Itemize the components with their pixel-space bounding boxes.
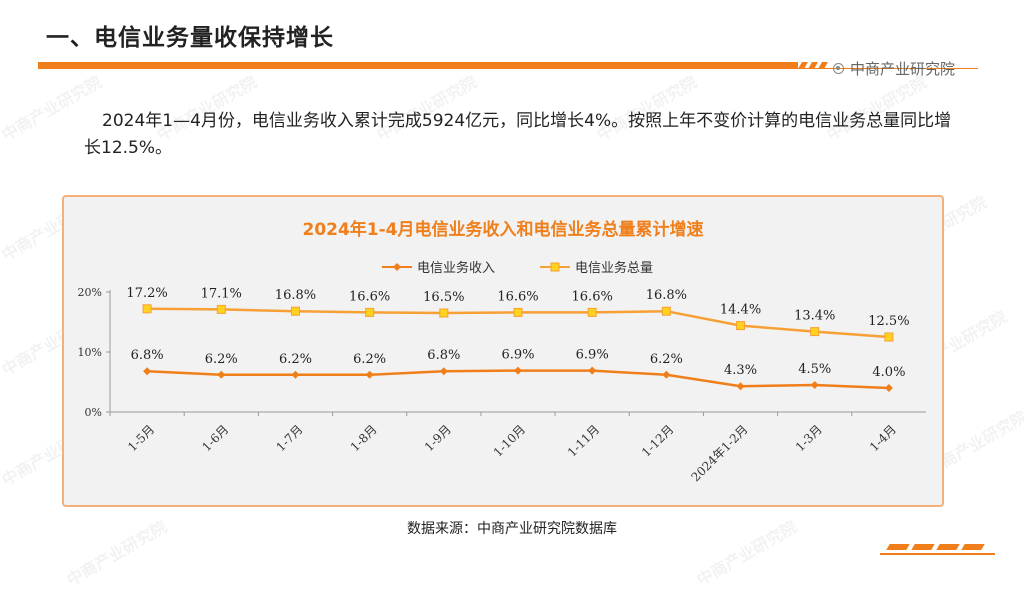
x-tick-label: 1-4月 — [867, 422, 899, 454]
legend-label: 电信业务收入 — [417, 260, 495, 276]
data-point — [587, 307, 597, 317]
title-stripes — [797, 62, 829, 69]
brand-name: 中商产业研究院 — [850, 60, 956, 78]
data-point — [736, 321, 746, 331]
data-label: 6.2% — [353, 352, 386, 367]
chart-frame: 2024年1-4月电信业务收入和电信业务总量累计增速电信业务收入 电信业务总量 0%… — [62, 195, 944, 507]
x-tick-label: 1-11月 — [565, 422, 602, 459]
target-icon — [833, 63, 844, 74]
data-point — [884, 384, 893, 392]
x-tick-label: 1-7月 — [274, 422, 306, 454]
data-point — [143, 367, 152, 376]
data-point — [365, 370, 374, 379]
data-point — [142, 304, 152, 314]
x-tick-label: 1-5月 — [125, 422, 157, 454]
data-label: 6.2% — [650, 352, 683, 367]
corner-decoration-line — [880, 553, 995, 555]
title-underline-line — [38, 68, 978, 69]
x-tick-label: 1-9月 — [422, 422, 454, 454]
data-label: 6.2% — [205, 352, 238, 367]
data-label: 17.2% — [126, 286, 167, 301]
x-tick-label: 1-8月 — [348, 422, 380, 454]
data-source: 数据来源：中商产业研究院数据库 — [407, 521, 617, 537]
data-label: 6.2% — [279, 352, 312, 367]
x-tick-label: 1-3月 — [793, 422, 825, 454]
summary-paragraph: 2024年1—4月份，电信业务收入累计完成5924亿元，同比增长4%。按照上年不… — [84, 111, 952, 158]
data-label: 4.3% — [724, 363, 757, 378]
data-point — [216, 304, 226, 314]
data-label: 16.5% — [423, 290, 464, 305]
data-label: 16.6% — [497, 289, 538, 304]
data-point — [439, 308, 449, 318]
data-point — [810, 327, 820, 337]
data-label: 6.8% — [131, 348, 164, 363]
y-tick-label: 10% — [78, 346, 102, 359]
data-label: 16.6% — [349, 289, 390, 304]
data-label: 16.8% — [646, 288, 687, 303]
y-tick-label: 0% — [85, 406, 102, 419]
data-point — [217, 370, 226, 379]
x-tick-label: 2024年1-2月 — [689, 422, 751, 484]
data-label: 16.6% — [572, 289, 613, 304]
data-point — [290, 306, 300, 316]
legend-marker — [550, 262, 560, 272]
x-tick-label: 1-12月 — [639, 422, 676, 459]
data-point — [736, 382, 745, 391]
title-underline-bar — [38, 62, 798, 69]
data-point — [810, 381, 819, 389]
data-label: 6.8% — [427, 348, 460, 363]
chart-title: 2024年1-4月电信业务收入和电信业务总量累计增速 — [302, 219, 703, 240]
data-label: 13.4% — [794, 309, 835, 324]
data-label: 6.9% — [576, 348, 609, 363]
data-point — [513, 307, 523, 317]
brand-label: 中商产业研究院 — [833, 58, 955, 79]
page-title: 一、电信业务量收保持增长 — [46, 25, 334, 51]
data-point — [365, 307, 375, 317]
data-point — [291, 370, 300, 379]
data-label: 16.8% — [275, 288, 316, 303]
legend-marker — [393, 263, 401, 271]
legend-label: 电信业务总量 — [575, 260, 653, 276]
data-label: 14.4% — [720, 303, 761, 318]
data-point — [662, 370, 671, 379]
data-label: 4.0% — [872, 365, 905, 380]
data-label: 6.9% — [501, 348, 534, 363]
data-label: 17.1% — [201, 286, 242, 301]
corner-decoration — [886, 544, 985, 550]
x-tick-label: 1-10月 — [491, 422, 528, 459]
y-tick-label: 20% — [78, 286, 102, 299]
data-point — [661, 306, 671, 316]
data-point — [884, 332, 894, 342]
data-point — [588, 366, 597, 375]
data-point — [514, 366, 522, 375]
data-label: 4.5% — [798, 362, 831, 377]
data-point — [439, 367, 448, 376]
data-label: 12.5% — [868, 314, 909, 329]
x-tick-label: 1-6月 — [199, 422, 231, 454]
